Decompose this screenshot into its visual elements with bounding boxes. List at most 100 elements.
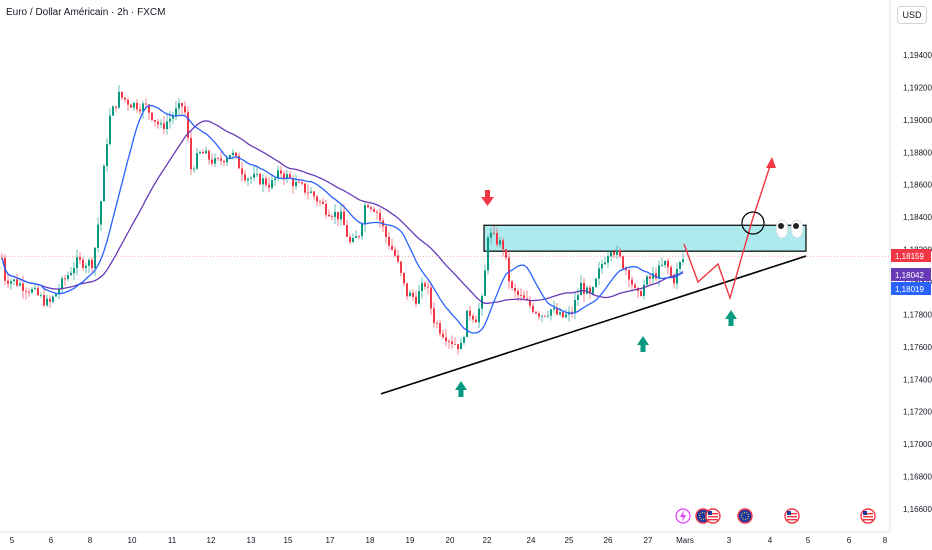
candle-body — [679, 261, 681, 269]
candle-body — [316, 196, 318, 202]
candle-body — [589, 287, 591, 294]
currency-button[interactable]: USD — [897, 6, 927, 24]
us-stripe — [863, 516, 873, 518]
x-tick-label: 8 — [883, 536, 888, 545]
candle-body — [631, 279, 633, 285]
candle-body — [373, 209, 375, 212]
up-arrow-icon — [637, 336, 649, 345]
candle-body — [616, 250, 618, 255]
candle-body — [658, 265, 660, 279]
candle-body — [265, 178, 267, 185]
candle-body — [169, 118, 171, 122]
candle-body — [400, 261, 402, 273]
candle-body — [142, 103, 144, 112]
candle-body — [229, 154, 231, 159]
x-tick-label: 22 — [483, 536, 492, 545]
candle-body — [337, 211, 339, 220]
price-label-box — [891, 282, 931, 295]
candle-body — [514, 287, 516, 292]
candle-body — [391, 245, 393, 250]
candle-body — [547, 315, 549, 317]
candle-body — [460, 342, 462, 350]
candle-body — [544, 315, 546, 317]
candle-body — [70, 273, 72, 276]
candle-body — [40, 295, 42, 296]
candle-body — [121, 91, 123, 98]
candle-body — [478, 308, 480, 323]
price-label-box — [891, 249, 931, 262]
candle-body — [253, 173, 255, 178]
candle-body — [349, 236, 351, 242]
candle-body — [541, 315, 543, 317]
candle-body — [277, 170, 279, 179]
y-tick-label: 1,16800 — [903, 473, 932, 482]
eu-stars — [741, 512, 749, 520]
candle-body — [250, 177, 252, 179]
candle-body — [226, 158, 228, 163]
candle-body — [46, 298, 48, 306]
price-label-text: 1,18042 — [895, 271, 924, 280]
candle-body — [415, 296, 417, 304]
candle-body — [76, 257, 78, 269]
ma-fast-line — [1, 104, 684, 334]
candle-body — [340, 211, 342, 220]
candle-body — [313, 191, 315, 197]
candle-body — [214, 158, 216, 164]
candle-body — [643, 284, 645, 296]
candle-body — [319, 201, 321, 203]
x-tick-label: 27 — [644, 536, 653, 545]
candle-body — [517, 291, 519, 296]
candle-body — [361, 224, 363, 237]
candle-body — [283, 173, 285, 179]
candle-body — [427, 286, 429, 288]
breakout-circle — [741, 211, 765, 235]
candle-body — [28, 291, 30, 293]
candle-body — [238, 155, 240, 169]
us-stripe — [863, 519, 873, 521]
candle-body — [130, 104, 132, 108]
y-tick-label: 1,17800 — [903, 310, 932, 319]
price-label-text: 1,18159 — [895, 252, 924, 261]
x-tick-label: Mars — [676, 536, 694, 545]
candle-body — [43, 295, 45, 306]
us-flag-icon — [784, 508, 800, 524]
candle-body — [49, 298, 51, 302]
candle-body — [13, 279, 15, 282]
candle-body — [343, 211, 345, 226]
candle-body — [256, 173, 258, 175]
eye-pupil — [778, 223, 784, 229]
candle-body — [562, 312, 564, 318]
candle-body — [502, 240, 504, 250]
candle-body — [664, 260, 666, 266]
x-tick-label: 13 — [247, 536, 256, 545]
x-tick-label: 15 — [284, 536, 293, 545]
x-tick-label: 20 — [446, 536, 455, 545]
candle-body — [217, 158, 219, 160]
symbol-title[interactable]: Euro / Dollar Américain · 2h · FXCM — [6, 7, 166, 18]
down-arrow-icon — [481, 197, 494, 206]
candle-body — [145, 103, 147, 105]
candle-body — [358, 236, 360, 237]
candle-body — [508, 257, 510, 282]
up-arrow-icon — [725, 310, 737, 319]
candle-body — [532, 305, 534, 312]
candle-body — [190, 137, 192, 170]
candle-body — [292, 178, 294, 187]
candle-body — [148, 104, 150, 113]
candle-body — [604, 262, 606, 265]
candle-body — [490, 232, 492, 238]
candle-body — [559, 312, 561, 315]
candle-body — [571, 311, 573, 314]
eu-flag-icon — [737, 508, 753, 524]
candle-body — [634, 284, 636, 288]
candle-body — [328, 214, 330, 217]
candle-body — [364, 205, 366, 225]
candle-body — [286, 174, 288, 179]
price-label-box — [891, 268, 931, 281]
up-arrow-shaft — [640, 345, 646, 352]
x-tick-label: 6 — [49, 536, 54, 545]
candle-body — [670, 267, 672, 276]
candle-body — [466, 310, 468, 338]
